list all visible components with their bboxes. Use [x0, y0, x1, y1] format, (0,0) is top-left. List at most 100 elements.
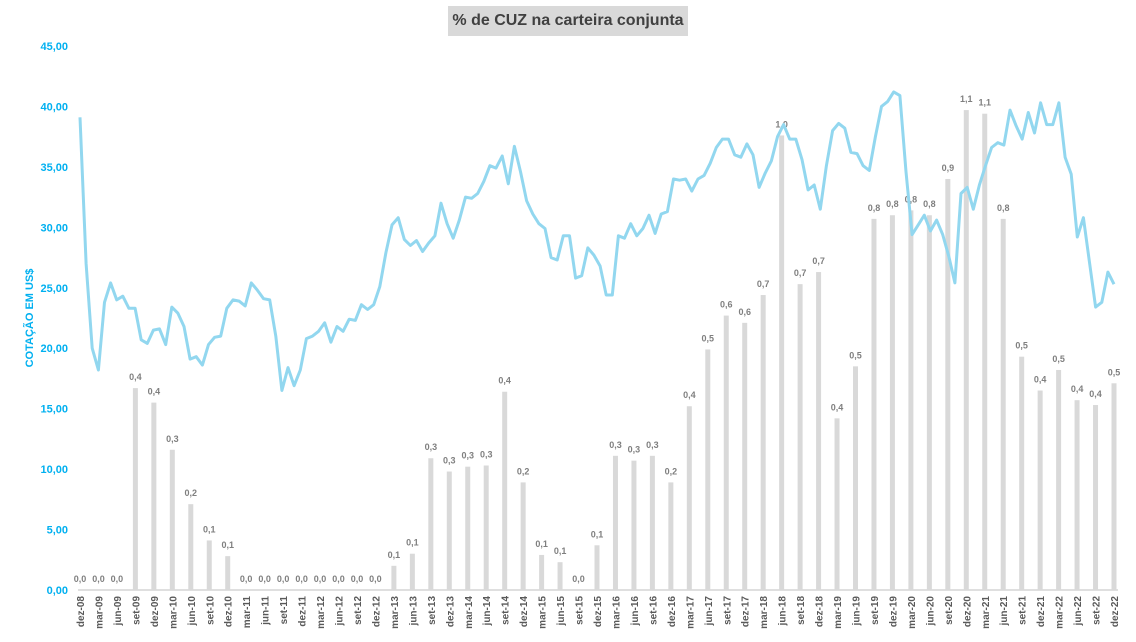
bar — [1111, 383, 1117, 590]
bar-data-label: 0,5 — [1052, 354, 1065, 364]
bar-data-label: 1,1 — [960, 94, 973, 104]
bar — [594, 545, 600, 590]
bar — [853, 366, 858, 590]
bar — [188, 504, 194, 590]
bar — [834, 418, 840, 590]
bar — [169, 449, 175, 590]
bar-data-label: 0,8 — [923, 199, 936, 209]
bar — [945, 178, 951, 590]
bar-data-label: 0,6 — [738, 307, 751, 317]
bar-data-label: 0,0 — [258, 574, 271, 584]
x-tick-label: dez-17 — [741, 596, 752, 628]
bar — [889, 215, 895, 590]
bar-data-label: 0,0 — [295, 574, 308, 584]
x-tick-label: set-22 — [1092, 596, 1103, 625]
y-tick-label: 20,00 — [40, 343, 68, 355]
bar-data-label: 0,0 — [351, 574, 364, 584]
bar — [1037, 390, 1043, 590]
bar-data-label: 0,0 — [332, 574, 345, 584]
x-tick-label: dez-08 — [76, 596, 87, 628]
x-tick-label: jun-14 — [482, 596, 493, 627]
bar — [612, 455, 618, 590]
bar — [779, 135, 785, 591]
bar-data-label: 0,4 — [1034, 375, 1047, 385]
bar — [686, 406, 692, 590]
bar-data-label: 0,9 — [942, 163, 955, 173]
bar-data-label: 0,0 — [74, 574, 87, 584]
x-tick-label: set-16 — [648, 596, 659, 625]
bar-data-label: 0,8 — [868, 203, 881, 213]
bar — [816, 272, 822, 590]
x-tick-label: mar-21 — [981, 596, 992, 629]
y-tick-label: 25,00 — [40, 283, 68, 295]
bar-data-label: 0,8 — [886, 199, 899, 209]
bar — [760, 295, 766, 590]
x-tick-label: jun-10 — [187, 596, 198, 627]
x-tick-label: jun-11 — [261, 596, 272, 626]
bar-data-label: 0,0 — [111, 574, 124, 584]
bar-data-label: 0,3 — [609, 440, 622, 450]
x-tick-label: dez-21 — [1036, 596, 1047, 628]
bar — [446, 471, 452, 590]
y-tick-label: 5,00 — [47, 525, 68, 537]
bar — [502, 391, 508, 590]
bar — [1093, 405, 1099, 590]
x-tick-label: jun-21 — [999, 596, 1010, 627]
bar-data-label: 0,2 — [517, 466, 530, 476]
x-tick-label: jun-13 — [408, 596, 419, 627]
bar-data-label: 0,0 — [572, 574, 585, 584]
y-tick-label: 35,00 — [40, 162, 68, 174]
bar-data-label: 0,3 — [646, 440, 659, 450]
bar — [649, 455, 655, 590]
x-tick-label: set-20 — [944, 596, 955, 625]
bar-data-label: 0,7 — [812, 256, 825, 266]
bar — [742, 322, 748, 590]
bar — [705, 349, 711, 590]
chart-title: % de CUZ na carteira conjunta — [448, 6, 688, 36]
x-tick-label: dez-13 — [445, 596, 456, 628]
bar — [557, 562, 563, 590]
bar-data-label: 0,4 — [148, 387, 161, 397]
bar-data-label: 0,2 — [665, 466, 678, 476]
bar-data-label: 0,5 — [849, 350, 862, 360]
x-tick-label: dez-14 — [519, 596, 530, 628]
bar-data-label: 0,7 — [794, 268, 807, 278]
bar — [151, 402, 157, 590]
x-tick-label: mar-13 — [390, 596, 401, 629]
y-tick-label: 0,00 — [47, 585, 68, 597]
x-tick-label: jun-19 — [852, 596, 863, 627]
bar — [1056, 369, 1062, 590]
bar-data-label: 0,3 — [628, 445, 641, 455]
bar-data-label: 0,5 — [1015, 341, 1028, 351]
bar-data-label: 0,0 — [369, 574, 382, 584]
bar-data-label: 0,3 — [480, 449, 493, 459]
x-tick-label: jun-16 — [630, 596, 641, 627]
x-tick-label: dez-12 — [371, 596, 382, 628]
x-tick-label: mar-09 — [95, 596, 106, 629]
x-tick-label: mar-14 — [464, 596, 475, 629]
y-tick-label: 30,00 — [40, 222, 68, 234]
bar-data-label: 0,0 — [92, 574, 105, 584]
bar — [539, 554, 545, 590]
bar — [1019, 356, 1025, 590]
bar-data-label: 0,6 — [720, 300, 733, 310]
x-tick-label: dez-19 — [888, 596, 899, 628]
y-tick-label: 40,00 — [40, 101, 68, 113]
x-tick-label: set-11 — [279, 596, 290, 625]
x-tick-label: set-09 — [131, 596, 142, 625]
y-axis-title: COTAÇÃO EM US$ — [23, 269, 36, 368]
x-tick-label: dez-20 — [962, 596, 973, 628]
series-line — [78, 90, 1116, 392]
bar — [391, 565, 397, 590]
x-tick-label: jun-12 — [335, 596, 346, 627]
bar-data-label: 0,0 — [314, 574, 327, 584]
bar-data-label: 0,0 — [277, 574, 290, 584]
bar — [1000, 218, 1006, 591]
x-tick-label: mar-20 — [907, 596, 918, 629]
bar — [483, 465, 489, 590]
bar-data-label: 0,4 — [683, 390, 696, 400]
bar — [908, 210, 914, 591]
x-tick-label: mar-11 — [242, 596, 253, 629]
bar-data-label: 1,1 — [978, 98, 991, 108]
